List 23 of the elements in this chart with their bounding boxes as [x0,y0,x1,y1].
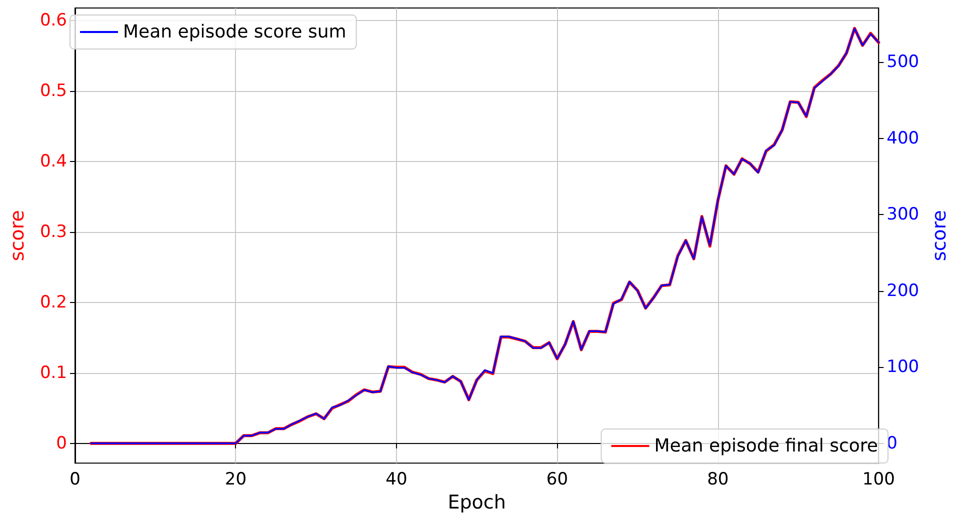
x-tick-label: 40 [386,470,408,490]
y-tick-label: 0.6 [40,10,67,31]
legend-label: Mean episode final score [654,436,878,456]
y-tick-label: 0 [56,433,67,454]
x-tick-label: 20 [224,470,247,490]
y-tick-label: 0.2 [40,292,67,312]
y2-axis-title: score [928,210,950,262]
y2-tick-label: 400 [886,128,920,148]
y2-tick-label: 300 [886,204,920,225]
y2-tick-label: 500 [886,52,920,72]
y-tick-label: 0.4 [40,152,67,172]
y2-tick-label: 100 [886,357,920,378]
x-axis-title: Epoch [448,492,506,514]
y-tick-label: 0.3 [40,222,67,242]
legend-label: Mean episode score sum [123,22,346,42]
x-tick-label: 60 [546,470,568,490]
x-tick-label: 100 [862,470,895,490]
y-tick-label: 0.1 [40,362,67,383]
y-axis-title: score [6,210,28,262]
y-tick-label: 0.5 [40,81,67,102]
x-tick-label: 0 [70,470,80,490]
y2-tick-label: 200 [886,280,920,301]
x-tick-label: 80 [707,470,729,490]
